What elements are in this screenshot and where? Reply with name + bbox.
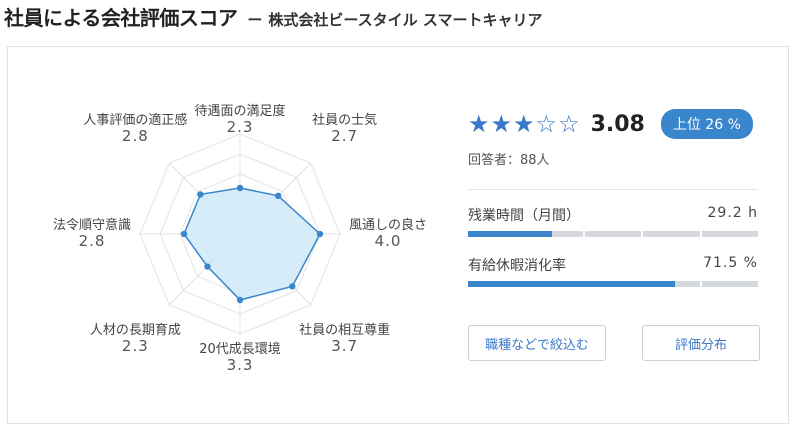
radar-axis-value: 2.8 — [121, 127, 149, 146]
radar-data-point — [236, 184, 244, 192]
radar-data-point — [316, 230, 324, 238]
company-name[interactable]: 株式会社ビースタイル スマートキャリア — [268, 11, 543, 29]
radar-axis-value: 3.3 — [226, 356, 254, 374]
page-title: 社員による会社評価スコア — [4, 6, 238, 30]
metric-bar — [468, 231, 759, 237]
radar-data-point — [274, 192, 282, 200]
rank-badge: 上位 26 % — [660, 109, 753, 139]
radar-axis-value: 2.3 — [121, 336, 149, 355]
metric-paid-leave: 有給休暇消化率 71.5 % — [468, 255, 759, 287]
overall-score: 3.08 — [590, 111, 645, 137]
radar-axis-label: 20代成長環境 — [199, 342, 281, 357]
metric-bar-fill — [468, 281, 676, 287]
radar-data-point — [180, 230, 188, 238]
star-empty-icon: ☆ — [535, 110, 558, 138]
metric-overtime: 残業時間（月間） 29.2 h — [468, 205, 759, 237]
radar-data-point — [197, 191, 204, 198]
star-filled-icon: ★ — [468, 110, 490, 138]
radar-data-point — [289, 283, 296, 290]
radar-axis-value: 4.0 — [374, 232, 402, 250]
radar-axis-value: 2.8 — [78, 232, 106, 250]
page-title-row: 社員による会社評価スコア ー 株式会社ビースタイル スマートキャリア — [4, 2, 542, 34]
star-filled-icon: ★ — [513, 110, 535, 138]
radar-data-point — [204, 263, 211, 270]
radar-axis-label: 待遇面の満足度 — [194, 104, 286, 119]
radar-axis-label: 人材の長期育成 — [89, 322, 181, 338]
radar-axis-value: 2.7 — [331, 127, 359, 146]
metric-value: 71.5 % — [703, 255, 758, 271]
respondent-count: 回答者：88人 — [468, 153, 550, 168]
radar-chart: 待遇面の満足度 2.3 社員の士気 2.7 風通しの良さ 4.0 社員の相互尊重 3.7 20代… — [8, 47, 458, 423]
rating-distribution-button[interactable]: 評価分布 — [642, 325, 760, 361]
star-filled-icon: ★ — [490, 110, 513, 138]
title-dash: ー — [247, 11, 263, 29]
radar-axis-label: 法令順守意識 — [52, 218, 131, 233]
score-panel: 待遇面の満足度 2.3 社員の士気 2.7 風通しの良さ 4.0 社員の相互尊重 3.7 20代… — [7, 46, 789, 424]
star-empty-icon: ☆ — [558, 110, 580, 138]
filter-by-job-button[interactable]: 職種などで絞込む — [468, 325, 606, 361]
metric-bar — [468, 281, 759, 287]
radar-axis-label: 風通しの良さ — [348, 218, 427, 233]
divider — [468, 189, 758, 190]
radar-axis-label: 人事評価の適正感 — [83, 113, 188, 129]
radar-axis-value: 3.7 — [331, 336, 359, 355]
rating-row: ★ ★ ★ ☆ ☆ 3.08 上位 26 % — [468, 109, 753, 139]
radar-data-point — [236, 296, 244, 304]
radar-axis-label: 社員の相互尊重 — [299, 322, 391, 338]
metric-value: 29.2 h — [707, 205, 758, 221]
star-rating: ★ ★ ★ ☆ ☆ — [468, 112, 581, 136]
radar-axis-label: 社員の士気 — [312, 113, 378, 129]
radar-svg — [139, 133, 341, 335]
metric-label: 残業時間（月間） — [468, 208, 580, 224]
metric-label: 有給休暇消化率 — [468, 258, 566, 274]
summary-section: ★ ★ ★ ☆ ☆ 3.08 上位 26 % 回答者：88人 残業時間（月間） 29.2… — [468, 47, 768, 423]
metric-bar-fill — [468, 231, 553, 237]
radar-axis-value: 2.3 — [226, 118, 254, 136]
